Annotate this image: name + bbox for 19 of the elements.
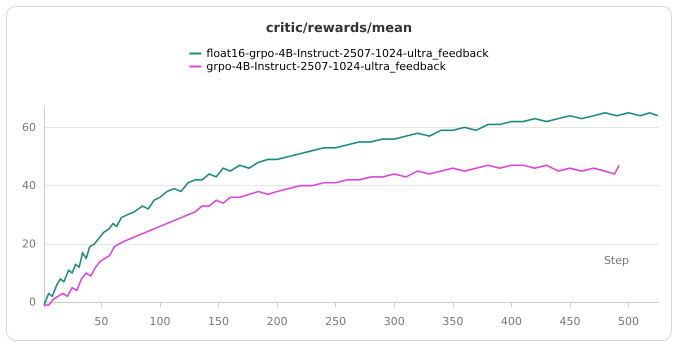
x-axis-title: Step bbox=[604, 254, 630, 268]
y-tick-label: 0 bbox=[29, 296, 36, 309]
line-series bbox=[43, 112, 659, 306]
x-tick-label: 500 bbox=[618, 315, 640, 328]
y-tick-label: 40 bbox=[22, 179, 36, 192]
legend-label: float16-grpo-4B-Instruct-2507-1024-ultra_feedback bbox=[206, 47, 490, 60]
legend-label: grpo-4B-Instruct-2507-1024-ultra_feedback bbox=[206, 60, 447, 73]
y-tick-label: 20 bbox=[22, 237, 36, 250]
x-tick-label: 150 bbox=[208, 315, 230, 328]
x-tick-label: 350 bbox=[442, 315, 464, 328]
x-tick-label: 100 bbox=[149, 315, 170, 328]
x-tick-label: 400 bbox=[500, 315, 522, 328]
x-tick-label: 200 bbox=[266, 315, 288, 328]
x-tick-label: 50 bbox=[94, 315, 108, 328]
chart-title: critic/rewards/mean bbox=[266, 21, 412, 36]
x-tick-label: 450 bbox=[559, 315, 580, 328]
x-tick-label: 300 bbox=[384, 315, 405, 328]
x-tick-label: 250 bbox=[325, 315, 346, 328]
y-tick-label: 60 bbox=[22, 120, 36, 134]
